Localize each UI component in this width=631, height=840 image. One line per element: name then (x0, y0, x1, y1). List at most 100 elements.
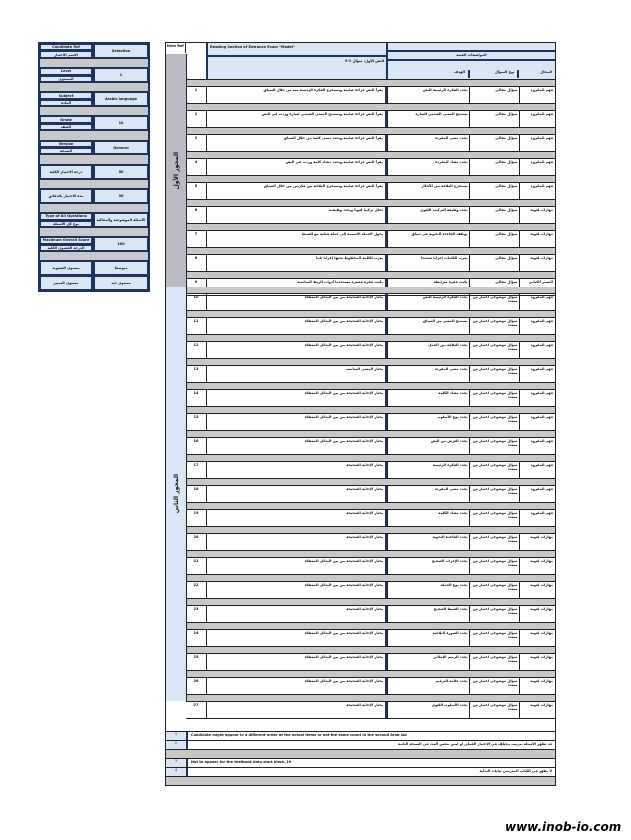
cell-goal: يحدد مضاد المفردة (386, 159, 470, 175)
table-row: فهم المقروء سؤال موضوعي اختيار من متعدد يح… (186, 366, 555, 383)
panel-value: 10 (94, 116, 148, 131)
cell-question-type: سؤال موضوعي اختيار من متعدد (469, 630, 519, 646)
watermark: www.inob-io.com (505, 820, 622, 834)
item-ref-label: Item Ref (166, 43, 186, 53)
row-separator (186, 128, 555, 135)
cell-question-type: سؤال موضوعي اختيار من متعدد (469, 366, 519, 382)
cell-goal: يحدد الفكرة الرئيسة للنص (386, 87, 470, 103)
cell-domain: فهم المقروء (519, 462, 555, 478)
cell-domain: مهارات لغوية (519, 678, 555, 694)
table-row: فهم المقروء سؤال موضوعي اختيار من متعدد يس… (186, 318, 555, 335)
cell-question: يقرأ النص قراءة صامتة ويستخرج العلاقة بي… (205, 183, 387, 199)
panel-label: درجة الاختبار الكلية (40, 164, 92, 179)
cell-number: 14 (193, 391, 199, 395)
cell-number: 27 (193, 703, 199, 707)
cell-number: 16 (193, 439, 199, 443)
cell-question: يختار الإجابة الصحيحة من بين البدائل الم… (205, 438, 387, 454)
table-row: فهم المقروء سؤال مقالي يحدد معنى المفردة يق… (186, 135, 555, 152)
panel-label: مستوى الصعوبة (40, 261, 92, 276)
cell-domain: فهم المقروء (519, 486, 555, 502)
cell-domain: فهم المقروء (519, 159, 555, 175)
cell-question-type: سؤال موضوعي اختيار من متعدد (469, 486, 519, 502)
note-row: 3 Not to appear for the textbook data sta… (166, 758, 555, 767)
panel-label: Level (40, 68, 92, 75)
panel-row: درجة الاختبار الكلية 50 (40, 164, 148, 179)
table-row: فهم المقروء سؤال مقالي يحدد الفكرة الرئيسة… (186, 87, 555, 104)
cell-goal: يوظف القاعدة النحوية في سياق (386, 231, 470, 247)
cell-domain: مهارات لغوية (519, 558, 555, 574)
section-label-text: المحور الثاني (172, 474, 180, 514)
col-type: المجال (540, 70, 552, 74)
cell-goal: يحدد العلاقة بين الجمل (386, 342, 470, 358)
cell-question: يختار الإجابة الصحيحة من بين البدائل الم… (205, 414, 387, 430)
panel-row: مستوى التمييز مستوى جيد (40, 276, 148, 291)
cell-goal: يحدد مضاد الكلمة (386, 510, 470, 526)
row-separator (186, 647, 555, 654)
cell-domain: فهم المقروء (519, 414, 555, 430)
panel-value: Arabic language (94, 92, 148, 107)
cell-goal: يحدد الرسم الإملائي (386, 654, 470, 670)
cell-domain: مهارات لغوية (519, 582, 555, 598)
cell-question-type: سؤال موضوعي اختيار من متعدد (469, 582, 519, 598)
cell-question: يقرأ النص قراءة صامتة ويستنتج المعنى الض… (205, 111, 387, 127)
panel-row: Maximum Overall Score الدرجة القصوى الكلي… (40, 237, 148, 252)
cell-question: يقرأ النص قراءة صامتة ويحدد معنى كلمة من… (205, 135, 387, 151)
cell-domain: فهم المقروء (519, 438, 555, 454)
cell-domain: مهارات لغوية (519, 630, 555, 646)
panel-label: الاسم الاختبار (40, 51, 92, 58)
cell-number: 10 (193, 295, 199, 299)
panel-value: مستوى جيد (94, 276, 148, 291)
cell-number: 8 (194, 256, 198, 260)
row-separator (186, 176, 555, 183)
cell-question-type: سؤال مقالي (469, 255, 519, 271)
section-label: المحور الأول (166, 54, 187, 287)
note-text: Candidate might appear in a different or… (191, 733, 407, 737)
cell-question-type: سؤال مقالي (469, 207, 519, 223)
panel-label-group: درجة الاختبار الكلية (40, 164, 92, 179)
cell-number: 18 (193, 487, 199, 491)
cell-goal: يحدد الغرض من النص (386, 438, 470, 454)
row-separator (186, 623, 555, 630)
cell-question-type: سؤال موضوعي اختيار من متعدد (469, 318, 519, 334)
panel-row: مدة الاختبار بالدقائق 90 (40, 188, 148, 203)
cell-question: يختار الإجابة الصحيحة من بين البدائل الم… (205, 678, 387, 694)
spec-title: المواصفات الفنية (388, 52, 555, 61)
note-row: 1 Candidate might appear in a different o… (166, 731, 555, 740)
question-subtitle: النص الأول: سؤال 1-9 (345, 59, 384, 63)
cell-domain: فهم المقروء (519, 87, 555, 103)
cell-number: 26 (193, 679, 199, 683)
note-number: 1 (166, 732, 188, 740)
note-number: 3 (166, 759, 188, 767)
cell-number: 4 (194, 160, 198, 164)
cell-question-type: سؤال موضوعي اختيار من متعدد (469, 510, 519, 526)
cell-domain: فهم المقروء (519, 318, 555, 334)
panel-row: Type of All Questions نوع كل الأسئلة الأسئ… (40, 213, 148, 227)
cell-question-type: سؤال موضوعي اختيار من متعدد (469, 438, 519, 454)
table-row: مهارات لغوية سؤال مقالي يعرب الكلمات إعراب… (186, 255, 555, 272)
note-number: 4 (166, 768, 188, 776)
cell-goal: يحدد معنى المفردة (386, 135, 470, 151)
cell-number: 12 (193, 343, 199, 347)
row-separator (186, 695, 555, 702)
cell-question: يحول الجملة الاسمية إلى جملة فعلية مع ال… (205, 231, 387, 247)
cell-question-type: سؤال مقالي (469, 87, 519, 103)
row-separator (186, 248, 555, 255)
cell-question: يختار الإجابة الصحيحة من بين البدائل الم… (205, 630, 387, 646)
panel-value: 100 (94, 237, 148, 252)
cell-number: 6 (194, 208, 198, 212)
cell-question-type: سؤال موضوعي اختيار من متعدد (469, 390, 519, 406)
cell-question-type: سؤال موضوعي اختيار من متعدد (469, 606, 519, 622)
row-separator (186, 335, 555, 342)
section-rows: فهم المقروء سؤال موضوعي اختيار من متعدد يح… (186, 287, 555, 719)
cell-question-type: سؤال مقالي (469, 231, 519, 247)
question-title: Reading Section of Entrance Exam "Model" (208, 43, 386, 57)
panel-label-group: مستوى الصعوبة (40, 261, 92, 276)
row-separator (186, 599, 555, 606)
table-row: مهارات لغوية سؤال مقالي يحدد وظيفة التركيب… (186, 207, 555, 224)
spec-header-gap (388, 61, 555, 70)
note-text: قد تظهر الأسئلة بترتيب مختلف في الاختبار… (398, 742, 552, 746)
cell-question-type: سؤال مقالي (469, 183, 519, 199)
row-separator (186, 479, 555, 486)
cell-goal: يحدد نوع الجملة (386, 582, 470, 598)
cell-number: 13 (193, 367, 199, 371)
